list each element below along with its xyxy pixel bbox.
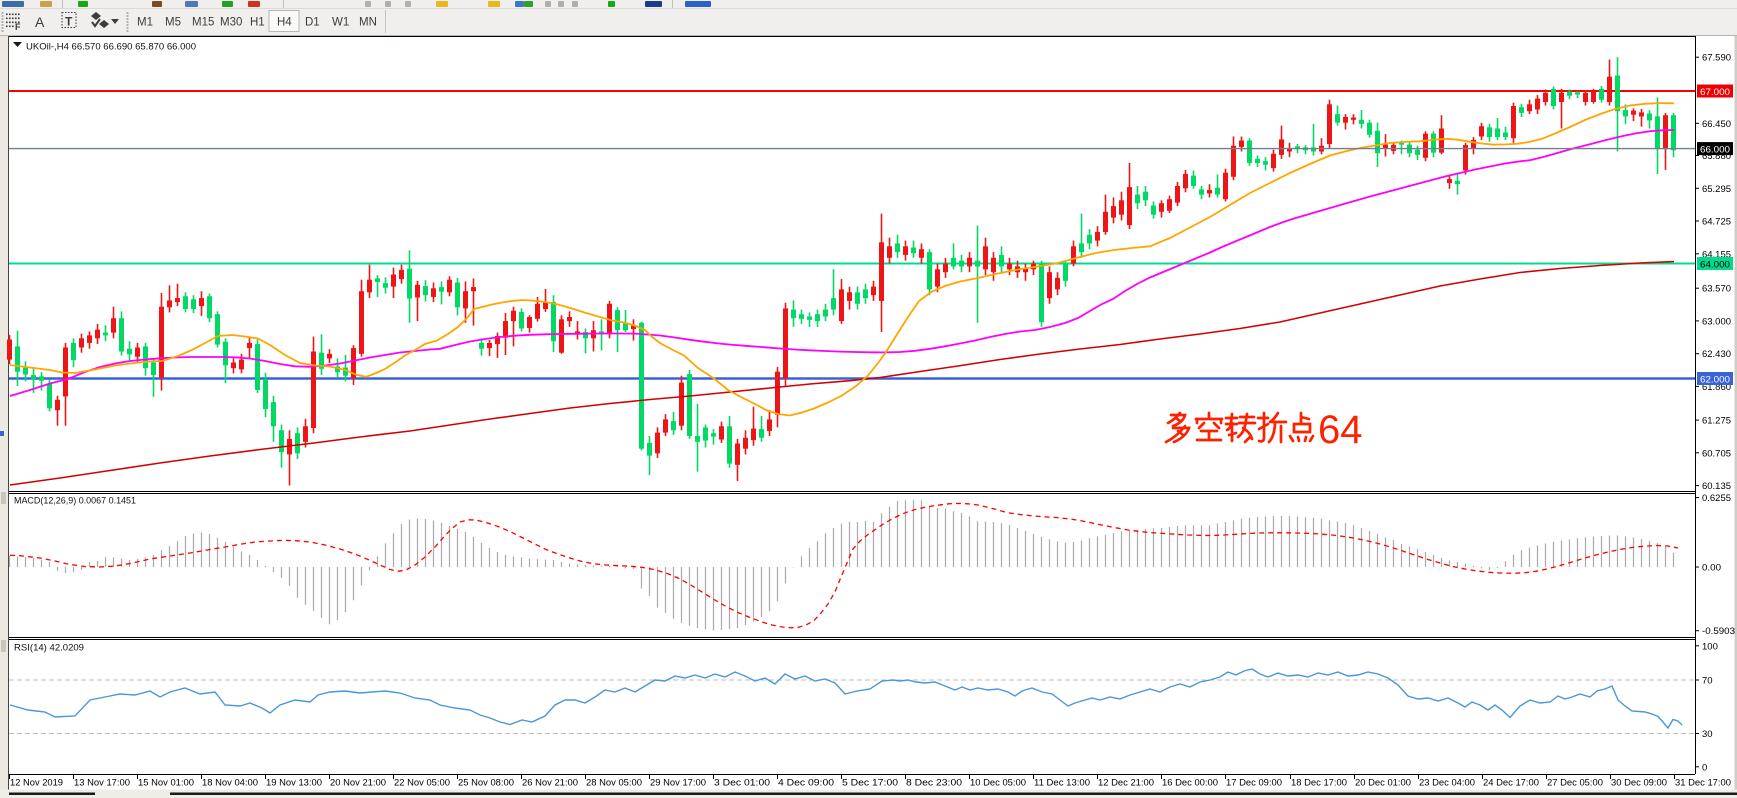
svg-text:26 Nov 21:00: 26 Nov 21:00 <box>522 778 578 789</box>
svg-text:66.000: 66.000 <box>1700 144 1730 155</box>
svg-text:66.450: 66.450 <box>1702 119 1731 130</box>
svg-text:61.275: 61.275 <box>1702 416 1731 427</box>
svg-text:64: 64 <box>1318 408 1363 452</box>
svg-text:60.135: 60.135 <box>1702 481 1731 492</box>
svg-text:64.725: 64.725 <box>1702 217 1731 228</box>
svg-text:11 Dec 13:00: 11 Dec 13:00 <box>1034 778 1090 789</box>
svg-text:10 Dec 05:00: 10 Dec 05:00 <box>970 778 1026 789</box>
svg-text:65.880: 65.880 <box>1702 151 1731 162</box>
svg-text:3 Dec 01:00: 3 Dec 01:00 <box>714 778 770 789</box>
svg-text:-0.5903: -0.5903 <box>1702 626 1735 637</box>
svg-text:67.590: 67.590 <box>1702 53 1731 64</box>
svg-text:64.000: 64.000 <box>1700 259 1730 270</box>
svg-text:17 Dec 09:00: 17 Dec 09:00 <box>1226 778 1282 789</box>
svg-text:A: A <box>35 14 45 30</box>
svg-text:H4: H4 <box>277 17 292 29</box>
svg-text:20 Nov 21:00: 20 Nov 21:00 <box>330 778 386 789</box>
svg-text:0.6255: 0.6255 <box>1702 493 1731 504</box>
svg-text:MN: MN <box>359 17 377 29</box>
svg-text:63.570: 63.570 <box>1702 284 1731 295</box>
svg-text:22 Nov 05:00: 22 Nov 05:00 <box>394 778 450 789</box>
svg-text:5 Dec 17:00: 5 Dec 17:00 <box>842 778 898 789</box>
svg-text:M15: M15 <box>192 17 214 29</box>
svg-text:H1: H1 <box>250 17 265 29</box>
svg-text:M1: M1 <box>137 17 153 29</box>
svg-text:62.000: 62.000 <box>1700 374 1730 385</box>
svg-text:31 Dec 17:00: 31 Dec 17:00 <box>1675 778 1731 789</box>
svg-text:15 Nov 01:00: 15 Nov 01:00 <box>138 778 194 789</box>
svg-text:UKOil-,H4 66.570 66.690 65.87: UKOil-,H4 66.570 66.690 65.870 66.000 <box>26 42 196 53</box>
svg-text:M30: M30 <box>220 17 242 29</box>
svg-text:MACD(12,26,9) 0.0067 0.1451: MACD(12,26,9) 0.0067 0.1451 <box>14 496 136 507</box>
svg-text:RSI(14) 42.0209: RSI(14) 42.0209 <box>14 643 84 654</box>
svg-text:19 Nov 13:00: 19 Nov 13:00 <box>266 778 322 789</box>
svg-text:24 Dec 17:00: 24 Dec 17:00 <box>1483 778 1539 789</box>
svg-text:12 Dec 21:00: 12 Dec 21:00 <box>1098 778 1154 789</box>
svg-text:18 Nov 04:00: 18 Nov 04:00 <box>202 778 258 789</box>
svg-text:25 Nov 08:00: 25 Nov 08:00 <box>458 778 514 789</box>
svg-text:20 Dec 01:00: 20 Dec 01:00 <box>1355 778 1411 789</box>
svg-text:18 Dec 17:00: 18 Dec 17:00 <box>1291 778 1347 789</box>
svg-text:0: 0 <box>1702 762 1707 773</box>
svg-text:61.860: 61.860 <box>1702 382 1731 393</box>
svg-text:70: 70 <box>1702 676 1713 687</box>
svg-text:23 Dec 04:00: 23 Dec 04:00 <box>1419 778 1475 789</box>
svg-text:4 Dec 09:00: 4 Dec 09:00 <box>778 778 834 789</box>
svg-text:28 Nov 05:00: 28 Nov 05:00 <box>586 778 642 789</box>
svg-text:16 Dec 00:00: 16 Dec 00:00 <box>1162 778 1218 789</box>
svg-text:64.155: 64.155 <box>1702 249 1731 260</box>
svg-text:67.000: 67.000 <box>1700 87 1730 98</box>
svg-text:0.00: 0.00 <box>1702 563 1721 574</box>
svg-text:30 Dec 09:00: 30 Dec 09:00 <box>1611 778 1667 789</box>
svg-text:63.000: 63.000 <box>1702 316 1731 327</box>
svg-text:M5: M5 <box>165 17 181 29</box>
svg-text:62.430: 62.430 <box>1702 349 1731 360</box>
svg-text:27 Dec 05:00: 27 Dec 05:00 <box>1547 778 1603 789</box>
svg-text:12 Nov 2019: 12 Nov 2019 <box>10 778 63 789</box>
svg-text:W1: W1 <box>332 17 349 29</box>
svg-text:60.705: 60.705 <box>1702 448 1731 459</box>
svg-text:T: T <box>65 15 73 29</box>
svg-text:13 Nov 17:00: 13 Nov 17:00 <box>74 778 130 789</box>
svg-text:8 Dec 23:00: 8 Dec 23:00 <box>906 778 962 789</box>
svg-text:D1: D1 <box>305 17 320 29</box>
svg-text:F: F <box>15 22 21 32</box>
svg-text:65.295: 65.295 <box>1702 184 1731 195</box>
svg-text:29 Nov 17:00: 29 Nov 17:00 <box>650 778 706 789</box>
svg-text:100: 100 <box>1702 641 1718 652</box>
svg-text:30: 30 <box>1702 729 1713 740</box>
